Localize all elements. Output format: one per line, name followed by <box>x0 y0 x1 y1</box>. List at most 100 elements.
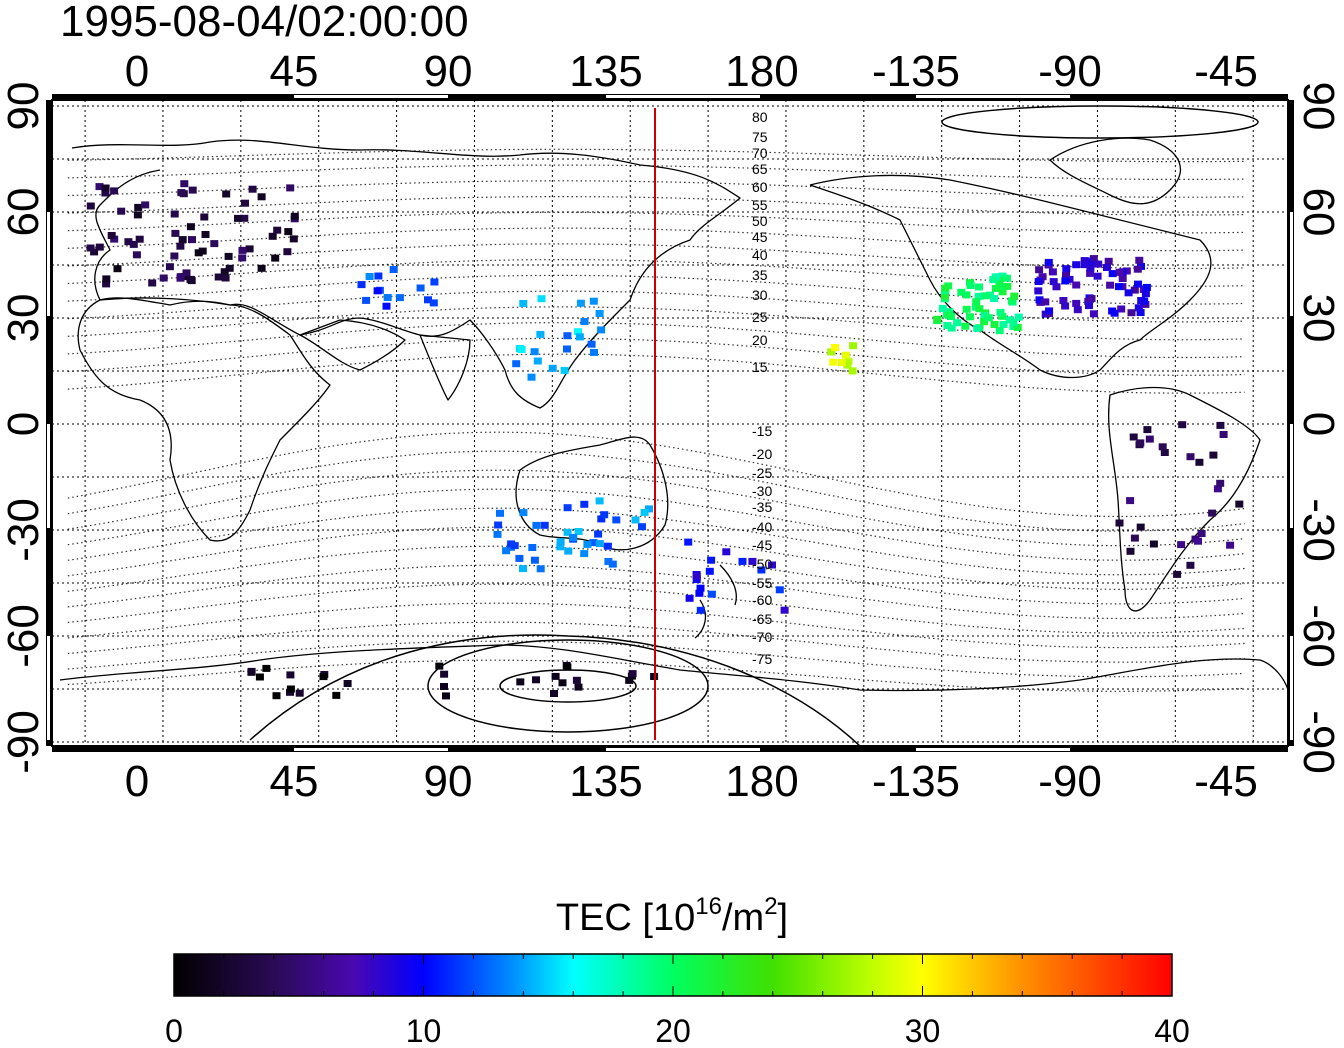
tec-point <box>563 345 571 353</box>
tec-point <box>966 313 975 321</box>
tec-point <box>608 560 617 568</box>
tec-point <box>1130 286 1139 294</box>
tec-point <box>176 242 185 250</box>
tec-point <box>1186 453 1195 461</box>
colorbar-ticks: 0 10 20 30 40 <box>165 1013 1190 1048</box>
tec-point <box>580 550 589 558</box>
tec-point <box>395 294 404 302</box>
tec-point <box>101 184 110 192</box>
contour-label: -35 <box>752 499 772 515</box>
tec-point <box>696 584 705 592</box>
tec-point <box>171 229 180 237</box>
tec-point <box>953 319 962 327</box>
tec-point <box>234 214 242 222</box>
tec-point <box>135 235 144 243</box>
tec-point <box>194 249 203 257</box>
tec-point <box>435 662 444 670</box>
tec-point <box>113 265 122 273</box>
tec-point <box>1177 541 1186 549</box>
lat-tick-label-left: 0 <box>0 412 48 436</box>
tec-point <box>590 348 598 356</box>
tec-point <box>569 534 578 541</box>
tec-point <box>564 547 573 555</box>
lon-ticks-bottom: 0 45 90 135 180 -135 -90 -45 <box>125 757 1258 806</box>
contour-label: -20 <box>752 446 772 462</box>
contour-label: 70 <box>752 145 768 161</box>
tec-point <box>589 297 598 305</box>
contour-label: -40 <box>752 519 772 535</box>
tec-point <box>975 283 983 291</box>
tec-point <box>841 351 850 359</box>
tec-point <box>389 266 398 273</box>
tec-point <box>540 521 549 529</box>
tec-point <box>757 566 766 574</box>
tec-point <box>1085 302 1093 310</box>
lon-tick-label-bottom: 180 <box>725 757 798 806</box>
tec-point <box>998 272 1007 280</box>
tec-point <box>496 509 504 517</box>
tec-point <box>107 232 116 239</box>
tec-point <box>768 561 776 569</box>
tec-point <box>941 292 949 300</box>
tec-point <box>1009 323 1018 331</box>
tec-point <box>996 308 1005 316</box>
colorbar-label-sup: 16 <box>695 893 722 920</box>
tec-point <box>645 505 653 513</box>
tec-point <box>268 232 277 240</box>
tec-point <box>283 248 292 256</box>
tec-point <box>975 305 984 313</box>
tec-point <box>957 288 966 296</box>
tec-point <box>1219 431 1228 438</box>
tec-point <box>1126 547 1135 555</box>
tec-point <box>1013 323 1022 331</box>
tec-point <box>1145 435 1154 443</box>
tec-point <box>238 254 247 262</box>
tec-point <box>1106 281 1115 289</box>
contour-line <box>67 211 1245 234</box>
lon-tick-label-bottom: -135 <box>872 757 960 806</box>
tec-point <box>286 184 295 192</box>
tec-point <box>550 690 558 697</box>
tec-point <box>1048 268 1057 276</box>
lon-tick-label-top: 135 <box>569 47 642 96</box>
tec-point <box>1124 289 1133 297</box>
tec-point <box>1041 298 1050 306</box>
tec-point <box>493 530 502 538</box>
tec-point <box>574 528 583 535</box>
contour-label: -70 <box>752 629 772 645</box>
tec-point <box>1072 281 1081 289</box>
tec-point <box>1136 309 1145 316</box>
tec-point <box>849 342 858 350</box>
contour-line <box>67 322 1245 359</box>
tec-point <box>575 333 584 341</box>
tec-point <box>440 683 448 690</box>
colorbar-tick-label: 40 <box>1154 1013 1190 1048</box>
tec-point <box>530 348 539 356</box>
tec-point <box>1089 310 1098 318</box>
tec-point <box>995 327 1004 335</box>
tec-point <box>284 228 293 236</box>
axis-bars <box>46 94 1294 752</box>
lon-tick-label-top: 180 <box>725 47 798 96</box>
tec-point <box>1084 297 1093 305</box>
tec-point <box>631 516 640 524</box>
contour-line <box>67 583 1245 634</box>
contour-line <box>67 526 1245 591</box>
tec-point <box>984 314 993 322</box>
tec-point <box>510 542 519 550</box>
tec-point <box>178 236 187 244</box>
contour-label: -65 <box>752 611 772 627</box>
lon-tick-label-top: -45 <box>1194 47 1258 96</box>
tec-point <box>685 594 694 602</box>
contour-line <box>67 507 1245 576</box>
tec-point <box>696 606 705 614</box>
contour-line <box>67 488 1245 561</box>
tec-point <box>238 246 247 254</box>
contour-label: -75 <box>752 651 772 667</box>
tec-point <box>289 235 298 243</box>
tec-point <box>1126 497 1135 505</box>
contour-line <box>67 337 1245 376</box>
contour-line <box>67 469 1245 547</box>
tec-point <box>141 201 150 209</box>
tec-point <box>180 180 189 188</box>
